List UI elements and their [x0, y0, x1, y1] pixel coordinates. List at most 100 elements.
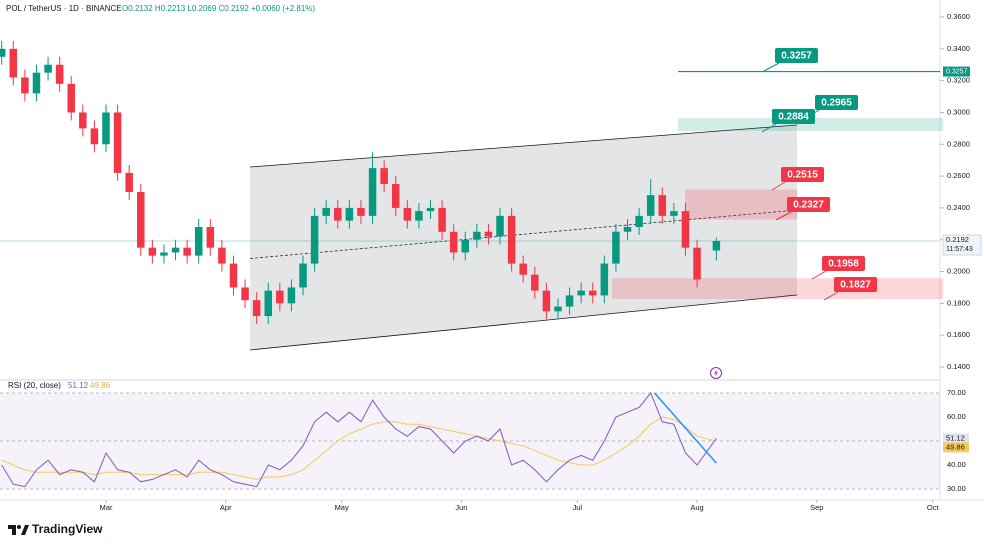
candle-body	[623, 227, 632, 232]
rsi-tick-label: 40.00	[947, 460, 966, 469]
rsi-ma-tag	[943, 442, 969, 453]
candle-body	[693, 247, 701, 280]
candle-body	[368, 168, 377, 216]
countdown: 11:57:43	[946, 246, 973, 253]
price-tick-label: 0.2600	[947, 171, 970, 180]
rsi-line	[1, 392, 717, 488]
last-price-tag	[942, 234, 982, 256]
candle-body	[426, 207, 435, 212]
brand: TradingView	[32, 522, 103, 536]
price-tick-label: 0.1400	[947, 362, 970, 371]
rsi-value-tag	[943, 433, 969, 444]
candle-body	[252, 300, 261, 317]
candle-body	[21, 77, 29, 94]
candle-body	[79, 112, 87, 129]
candle-body	[565, 295, 574, 307]
candle-body	[438, 207, 446, 232]
candle-body	[380, 168, 388, 185]
candle-body	[415, 211, 423, 221]
price-tick-label: 0.3600	[947, 12, 970, 21]
candle-body	[496, 215, 504, 237]
rsi-tick-label: 60.00	[947, 412, 966, 421]
time-tick-label: Oct	[927, 503, 940, 512]
candle-body	[276, 290, 284, 304]
level-tag	[772, 109, 815, 124]
rsi-trendline	[653, 392, 717, 464]
candle-body	[484, 231, 493, 237]
candle-body	[473, 231, 481, 240]
price-tick-label: 0.3000	[947, 107, 970, 116]
level-tag-label: 0.1827	[840, 280, 871, 291]
time-tick-label: Mar	[100, 503, 113, 512]
candle-body	[148, 247, 157, 256]
candle-body	[160, 252, 168, 256]
candle-body	[241, 287, 249, 301]
level-tag-label: 0.1958	[828, 259, 859, 270]
candle-body	[403, 207, 412, 221]
tag-pointer	[775, 211, 792, 221]
logo[interactable]: TradingView	[8, 522, 103, 536]
tag-pointer	[763, 62, 780, 72]
price-tick-label: 0.3200	[947, 76, 970, 85]
rsi-ma-line	[1, 416, 717, 480]
level-tag	[834, 277, 877, 292]
axis-level-label: 0.3257	[946, 68, 968, 75]
level-tag	[822, 256, 865, 271]
time-tick-label: May	[335, 503, 349, 512]
level-tag	[775, 48, 818, 63]
candle-body	[519, 263, 527, 275]
candle-body	[588, 290, 597, 296]
candle-body	[449, 231, 458, 253]
channel-bottom	[250, 294, 798, 351]
time-tick-label: Aug	[690, 503, 703, 512]
candle-body	[44, 64, 52, 73]
tag-pointer	[761, 123, 777, 133]
candle-body	[299, 263, 307, 288]
candle-body	[102, 112, 110, 145]
candle-body	[612, 231, 620, 264]
candle-body	[658, 195, 667, 216]
level-tag-label: 0.2327	[793, 200, 824, 211]
candle-body	[113, 112, 122, 173]
candle-body	[531, 274, 539, 291]
support-zone	[612, 278, 943, 300]
candle-body	[322, 207, 330, 216]
rsi-tick-label: 70.00	[947, 388, 966, 397]
candle-body	[670, 211, 678, 216]
candle-body	[229, 263, 238, 288]
price-tick-label: 0.3400	[947, 44, 970, 53]
rsi-tick-label: 30.00	[947, 484, 966, 493]
candle-body	[0, 48, 6, 57]
rsi-value: 51.12	[68, 381, 89, 390]
axis-level-tag	[943, 66, 970, 77]
target-zone	[678, 118, 943, 131]
lightning-icon[interactable]	[710, 367, 722, 379]
price-tick-label: 0.1600	[947, 330, 970, 339]
candle-body	[391, 184, 400, 208]
rsi-title: RSI (20, close)	[8, 381, 61, 390]
time-tick-label: Jul	[573, 503, 583, 512]
rsi-ma-label: 49.86	[946, 442, 965, 451]
candle-body	[55, 64, 64, 84]
candle-body	[600, 263, 609, 296]
time-tick-label: Jun	[455, 503, 467, 512]
candle-body	[218, 247, 226, 264]
time-tick-label: Sep	[810, 503, 823, 512]
ohlc: O0.2132 H0.2213 L0.2069 C0.2192 +0.0060 …	[122, 4, 315, 13]
candle-body	[264, 290, 273, 317]
candle-body	[310, 215, 319, 264]
candle-body	[32, 72, 41, 94]
candle-body	[635, 215, 643, 227]
tag-pointer	[771, 181, 786, 191]
level-tag	[781, 167, 824, 182]
candle-body	[183, 247, 191, 256]
candle-body	[171, 247, 180, 253]
candle-body	[681, 211, 690, 248]
price-tick-label: 0.2000	[947, 267, 970, 276]
rsi-ma-value: 49.86	[90, 381, 111, 390]
candle-body	[67, 83, 75, 113]
candle-body	[90, 128, 99, 145]
channel-top	[250, 124, 798, 168]
level-tag	[787, 197, 830, 212]
